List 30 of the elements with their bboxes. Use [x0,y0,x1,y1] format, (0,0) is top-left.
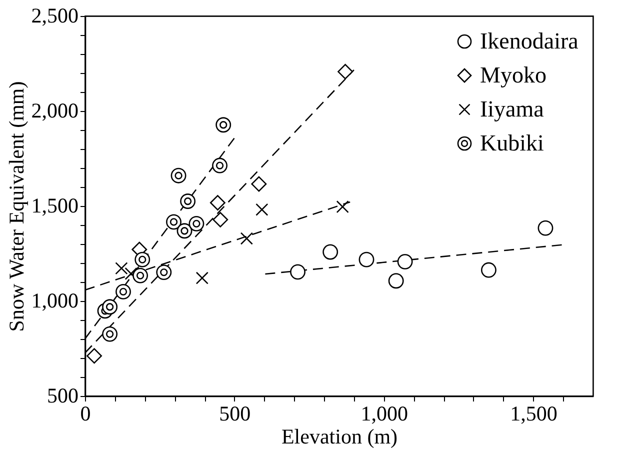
point [290,264,306,280]
y-tick-label: 2,500 [31,4,78,28]
legend-label: Kubiki [480,130,544,156]
y-tick-label: 1,500 [31,194,78,218]
point [86,348,102,364]
point [397,254,413,270]
y-tick-label: 2,000 [31,98,78,122]
y-axis-title: Snow Water Equivalent (mm) [4,81,28,332]
y-tick-label: 500 [47,384,78,408]
point [240,232,253,245]
point [322,244,338,260]
point [124,267,138,280]
point [256,203,268,216]
point [196,272,208,284]
legend-label: Ikenodaira [480,28,578,54]
x-tick-label: 0 [80,402,91,426]
x-axis-title: Elevation (m) [281,424,398,448]
point [336,200,349,214]
point [538,220,554,236]
point [480,262,496,278]
x-tick-label: 1,500 [510,402,558,426]
legend-label: Iiyama [480,96,544,122]
y-tick-label: 1,000 [31,288,78,312]
point [388,273,404,289]
x-tick-label: 500 [219,402,251,426]
point [212,212,228,228]
point [115,262,128,275]
legend-label: Myoko [480,62,546,88]
point [358,252,374,268]
x-tick-label: 1,000 [360,402,408,426]
